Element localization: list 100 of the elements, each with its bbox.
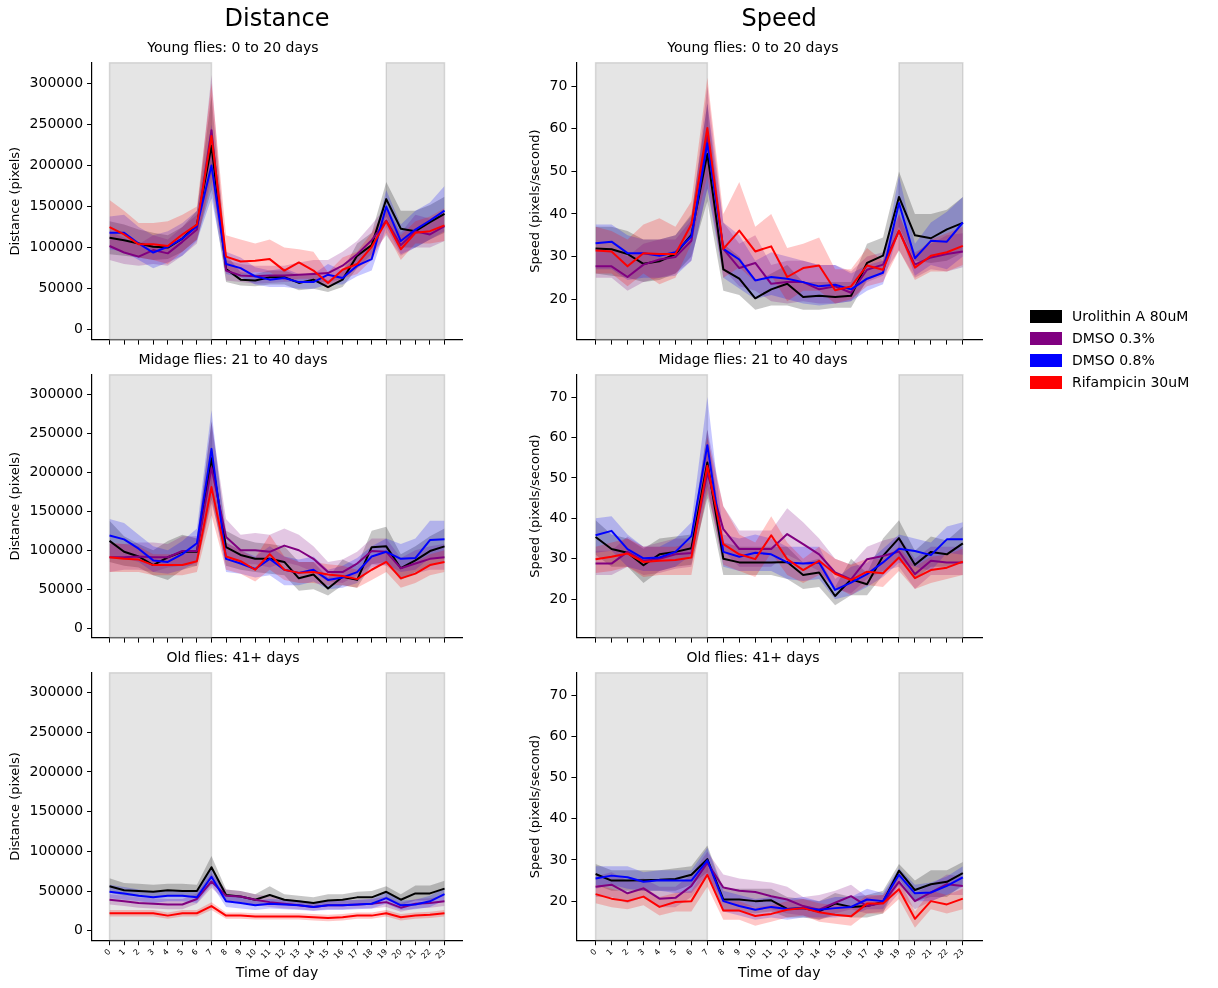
- y-tick-label: 300000: [29, 73, 84, 90]
- x-tick-label: 20: [390, 947, 404, 961]
- text: Distance: [224, 4, 330, 33]
- x-tick-label: 21: [404, 947, 419, 961]
- text: Speed: [741, 4, 817, 33]
- x-tick-label: 15: [824, 947, 838, 961]
- y-tick-label: 200000: [29, 156, 84, 173]
- y-tick-label: 0: [74, 320, 84, 337]
- legend-label: DMSO 0.3%: [1072, 330, 1155, 346]
- x-tick-label: 19: [888, 947, 902, 961]
- y-tick-label: 60: [549, 727, 568, 744]
- y-tick-label: 50000: [38, 279, 84, 296]
- x-tick-label: 3: [146, 947, 157, 958]
- x-tick-label: 8: [716, 947, 727, 958]
- y-tick-label: 0: [74, 921, 84, 938]
- x-tick-label: 6: [684, 947, 695, 958]
- x-tick-label: 19: [375, 947, 390, 961]
- y-axis-title: Speed (pixels/second): [527, 129, 543, 273]
- x-tick-label: 4: [652, 947, 663, 958]
- x-tick-label: 14: [302, 947, 317, 961]
- chart-title: Midage flies: 21 to 40 days: [658, 351, 848, 368]
- x-tick-label: 4: [160, 947, 171, 958]
- x-tick-label: 13: [792, 947, 807, 961]
- legend-label: DMSO 0.8%: [1072, 352, 1155, 368]
- x-tick-label: 8: [218, 947, 229, 958]
- x-tick-label: 16: [840, 947, 854, 961]
- x-tick-label: 10: [744, 947, 759, 961]
- y-tick-label: 100000: [29, 841, 84, 858]
- y-axis-title: Speed (pixels/second): [527, 434, 543, 578]
- y-tick-label: 20: [549, 289, 568, 306]
- y-tick-label: 250000: [29, 115, 84, 132]
- x-tick-label: 23: [433, 947, 448, 961]
- y-tick-label: 50: [549, 768, 568, 785]
- y-tick-label: 20: [549, 891, 568, 908]
- x-axis-title: Time of day: [737, 964, 821, 981]
- x-tick-label: 9: [732, 947, 743, 958]
- x-tick-label: 1: [117, 947, 127, 958]
- x-tick-label: 2: [620, 947, 631, 958]
- x-tick-label: 12: [273, 947, 288, 961]
- x-tick-label: 1: [604, 947, 615, 958]
- legend-label: Urolithin A 80uM: [1072, 308, 1189, 324]
- y-tick-label: 60: [549, 119, 568, 136]
- y-tick-label: 60: [549, 428, 568, 445]
- x-tick-label: 22: [419, 947, 433, 961]
- x-tick-label: 7: [700, 947, 711, 958]
- y-tick-label: 300000: [29, 683, 84, 700]
- x-tick-label: 3: [636, 947, 647, 958]
- y-tick-label: 50000: [38, 579, 84, 596]
- x-tick-label: 20: [904, 947, 918, 961]
- y-axis-title: Speed (pixels/second): [527, 734, 543, 879]
- y-tick-label: 100000: [29, 238, 84, 255]
- x-tick-label: 13: [288, 947, 302, 961]
- x-tick-label: 23: [952, 947, 966, 961]
- y-tick-label: 40: [549, 508, 568, 525]
- y-tick-label: 250000: [29, 722, 84, 739]
- x-tick-label: 0: [102, 947, 113, 958]
- y-tick-label: 20: [549, 589, 568, 606]
- y-tick-label: 30: [549, 247, 568, 264]
- x-tick-label: 2: [131, 947, 142, 958]
- x-tick-label: 7: [204, 947, 215, 958]
- x-tick-label: 9: [233, 947, 244, 958]
- x-tick-label: 18: [872, 947, 886, 961]
- y-tick-label: 150000: [29, 802, 84, 819]
- y-tick-label: 150000: [29, 501, 84, 518]
- y-tick-label: 40: [549, 809, 568, 826]
- x-tick-label: 11: [760, 947, 775, 961]
- x-tick-label: 5: [668, 947, 679, 958]
- x-tick-label: 22: [936, 947, 950, 961]
- y-tick-label: 200000: [29, 462, 84, 479]
- x-tick-label: 18: [361, 947, 375, 961]
- x-axis-title: Time of day: [234, 964, 319, 981]
- y-axis-title: Distance (pixels): [7, 752, 23, 861]
- y-tick-label: 250000: [29, 423, 84, 440]
- y-axis-title: Distance (pixels): [7, 146, 23, 256]
- y-tick-label: 30: [549, 850, 568, 867]
- x-tick-label: 11: [259, 947, 273, 961]
- y-tick-label: 50: [549, 468, 568, 485]
- x-tick-label: 5: [175, 947, 186, 958]
- chart-title: Old flies: 41+ days: [166, 649, 300, 666]
- chart-title: Old flies: 41+ days: [686, 649, 820, 666]
- y-tick-label: 0: [74, 618, 84, 635]
- y-tick-label: 70: [549, 76, 568, 93]
- x-tick-label: 0: [588, 947, 599, 958]
- chart-title: Young flies: 0 to 20 days: [666, 39, 839, 56]
- y-tick-label: 40: [549, 204, 568, 221]
- x-tick-label: 17: [856, 947, 870, 961]
- y-tick-label: 30: [549, 549, 568, 566]
- x-tick-label: 21: [920, 947, 934, 961]
- x-tick-label: 10: [244, 947, 259, 961]
- x-tick-label: 16: [331, 947, 346, 961]
- x-tick-label: 6: [189, 947, 200, 958]
- x-tick-label: 17: [346, 947, 361, 961]
- x-tick-label: 15: [317, 947, 331, 961]
- y-tick-label: 150000: [29, 197, 84, 214]
- y-tick-label: 50000: [38, 881, 84, 898]
- legend-label: Rifampicin 30uM: [1072, 374, 1190, 390]
- y-tick-label: 70: [549, 686, 568, 703]
- x-tick-label: 12: [776, 947, 791, 961]
- y-axis-title: Distance (pixels): [7, 451, 23, 561]
- y-tick-label: 50: [549, 162, 568, 179]
